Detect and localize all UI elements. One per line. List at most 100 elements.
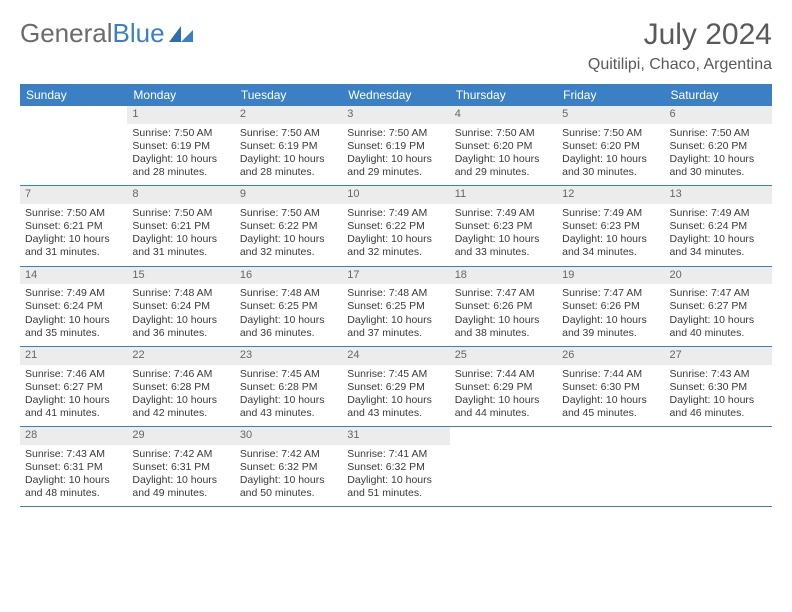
day-body: Sunrise: 7:48 AMSunset: 6:25 PMDaylight:… — [342, 284, 449, 346]
day-body: Sunrise: 7:48 AMSunset: 6:24 PMDaylight:… — [127, 284, 234, 346]
day-cell: 5Sunrise: 7:50 AMSunset: 6:20 PMDaylight… — [557, 106, 664, 185]
day-body: Sunrise: 7:50 AMSunset: 6:19 PMDaylight:… — [342, 124, 449, 186]
day-cell: 14Sunrise: 7:49 AMSunset: 6:24 PMDayligh… — [20, 267, 127, 346]
day-number: 10 — [342, 186, 449, 204]
day-number: 4 — [450, 106, 557, 124]
daylight-text: Daylight: 10 hours and 29 minutes. — [347, 153, 444, 179]
day-number: 1 — [127, 106, 234, 124]
week-row: 14Sunrise: 7:49 AMSunset: 6:24 PMDayligh… — [20, 267, 772, 347]
daylight-text: Daylight: 10 hours and 46 minutes. — [670, 394, 767, 420]
sunrise-text: Sunrise: 7:47 AM — [562, 287, 659, 300]
day-number: 14 — [20, 267, 127, 285]
sunrise-text: Sunrise: 7:41 AM — [347, 448, 444, 461]
sunset-text: Sunset: 6:31 PM — [132, 461, 229, 474]
title-block: July 2024 Quitilipi, Chaco, Argentina — [588, 18, 772, 74]
daylight-text: Daylight: 10 hours and 32 minutes. — [347, 233, 444, 259]
day-number: 8 — [127, 186, 234, 204]
sunset-text: Sunset: 6:19 PM — [347, 140, 444, 153]
day-cell: 26 Sunrise: 7:44 AMSunset: 6:30 PMDayligh… — [557, 347, 664, 426]
calendar: Sunday Monday Tuesday Wednesday Thursday… — [20, 84, 772, 507]
daylight-text: Daylight: 10 hours and 36 minutes. — [240, 314, 337, 340]
sunrise-text: Sunrise: 7:49 AM — [455, 207, 552, 220]
weeks-container: 1Sunrise: 7:50 AMSunset: 6:19 PMDaylight… — [20, 106, 772, 507]
day-body: Sunrise: 7:45 AMSunset: 6:28 PMDaylight:… — [235, 365, 342, 427]
sunset-text: Sunset: 6:27 PM — [670, 300, 767, 313]
daylight-text: Daylight: 10 hours and 51 minutes. — [347, 474, 444, 500]
sunset-text: Sunset: 6:30 PM — [670, 381, 767, 394]
sunset-text: Sunset: 6:30 PM — [562, 381, 659, 394]
day-body: Sunrise: 7:50 AMSunset: 6:21 PMDaylight:… — [20, 204, 127, 266]
sunrise-text: Sunrise: 7:48 AM — [240, 287, 337, 300]
day-cell: 12Sunrise: 7:49 AMSunset: 6:23 PMDayligh… — [557, 186, 664, 265]
daylight-text: Daylight: 10 hours and 45 minutes. — [562, 394, 659, 420]
day-number: 15 — [127, 267, 234, 285]
daylight-text: Daylight: 10 hours and 49 minutes. — [132, 474, 229, 500]
sunrise-text: Sunrise: 7:45 AM — [240, 368, 337, 381]
daylight-text: Daylight: 10 hours and 43 minutes. — [347, 394, 444, 420]
dow-sunday: Sunday — [20, 84, 127, 106]
day-body: Sunrise: 7:46 AMSunset: 6:28 PMDaylight:… — [127, 365, 234, 427]
daylight-text: Daylight: 10 hours and 30 minutes. — [670, 153, 767, 179]
sunset-text: Sunset: 6:26 PM — [562, 300, 659, 313]
sunset-text: Sunset: 6:28 PM — [132, 381, 229, 394]
day-body: Sunrise: 7:47 AMSunset: 6:26 PMDaylight:… — [557, 284, 664, 346]
day-number: 11 — [450, 186, 557, 204]
day-cell: 2Sunrise: 7:50 AMSunset: 6:19 PMDaylight… — [235, 106, 342, 185]
sunset-text: Sunset: 6:29 PM — [455, 381, 552, 394]
sunrise-text: Sunrise: 7:42 AM — [240, 448, 337, 461]
day-number: 18 — [450, 267, 557, 285]
day-number: 3 — [342, 106, 449, 124]
day-body: Sunrise: 7:50 AMSunset: 6:19 PMDaylight:… — [127, 124, 234, 186]
day-cell — [450, 427, 557, 506]
day-number: 31 — [342, 427, 449, 445]
day-cell: 18Sunrise: 7:47 AMSunset: 6:26 PMDayligh… — [450, 267, 557, 346]
sunset-text: Sunset: 6:19 PM — [132, 140, 229, 153]
day-number: 22 — [127, 347, 234, 365]
day-body: Sunrise: 7:43 AMSunset: 6:31 PMDaylight:… — [20, 445, 127, 507]
daylight-text: Daylight: 10 hours and 35 minutes. — [25, 314, 122, 340]
day-cell: 3Sunrise: 7:50 AMSunset: 6:19 PMDaylight… — [342, 106, 449, 185]
daylight-text: Daylight: 10 hours and 36 minutes. — [132, 314, 229, 340]
logo: GeneralBlue — [20, 18, 197, 49]
dow-monday: Monday — [127, 84, 234, 106]
week-row: 7Sunrise: 7:50 AMSunset: 6:21 PMDaylight… — [20, 186, 772, 266]
day-number: 30 — [235, 427, 342, 445]
day-cell: 30Sunrise: 7:42 AMSunset: 6:32 PMDayligh… — [235, 427, 342, 506]
sunset-text: Sunset: 6:22 PM — [240, 220, 337, 233]
logo-icon — [169, 24, 197, 44]
sunrise-text: Sunrise: 7:50 AM — [132, 127, 229, 140]
day-number: 16 — [235, 267, 342, 285]
sunrise-text: Sunrise: 7:44 AM — [455, 368, 552, 381]
daylight-text: Daylight: 10 hours and 40 minutes. — [670, 314, 767, 340]
daylight-text: Daylight: 10 hours and 41 minutes. — [25, 394, 122, 420]
daylight-text: Daylight: 10 hours and 39 minutes. — [562, 314, 659, 340]
day-body: Sunrise: 7:50 AMSunset: 6:20 PMDaylight:… — [665, 124, 772, 186]
day-cell: 11Sunrise: 7:49 AMSunset: 6:23 PMDayligh… — [450, 186, 557, 265]
day-number: 23 — [235, 347, 342, 365]
day-number: 13 — [665, 186, 772, 204]
day-cell: 15Sunrise: 7:48 AMSunset: 6:24 PMDayligh… — [127, 267, 234, 346]
sunrise-text: Sunrise: 7:47 AM — [670, 287, 767, 300]
day-body: Sunrise: 7:46 AMSunset: 6:27 PMDaylight:… — [20, 365, 127, 427]
daylight-text: Daylight: 10 hours and 42 minutes. — [132, 394, 229, 420]
sunrise-text: Sunrise: 7:42 AM — [132, 448, 229, 461]
day-cell: 22Sunrise: 7:46 AMSunset: 6:28 PMDayligh… — [127, 347, 234, 426]
day-number: 27 — [665, 347, 772, 365]
day-number: 28 — [20, 427, 127, 445]
day-cell — [20, 106, 127, 185]
day-cell: 7Sunrise: 7:50 AMSunset: 6:21 PMDaylight… — [20, 186, 127, 265]
day-cell: 8Sunrise: 7:50 AMSunset: 6:21 PMDaylight… — [127, 186, 234, 265]
sunrise-text: Sunrise: 7:44 AM — [562, 368, 659, 381]
day-number: 26 — [557, 347, 664, 365]
day-number: 6 — [665, 106, 772, 124]
daylight-text: Daylight: 10 hours and 34 minutes. — [670, 233, 767, 259]
day-cell: 20Sunrise: 7:47 AMSunset: 6:27 PMDayligh… — [665, 267, 772, 346]
sunset-text: Sunset: 6:26 PM — [455, 300, 552, 313]
sunset-text: Sunset: 6:27 PM — [25, 381, 122, 394]
day-cell: 24Sunrise: 7:45 AMSunset: 6:29 PMDayligh… — [342, 347, 449, 426]
sunrise-text: Sunrise: 7:48 AM — [132, 287, 229, 300]
daylight-text: Daylight: 10 hours and 29 minutes. — [455, 153, 552, 179]
day-number: 7 — [20, 186, 127, 204]
daylight-text: Daylight: 10 hours and 28 minutes. — [132, 153, 229, 179]
day-body: Sunrise: 7:49 AMSunset: 6:24 PMDaylight:… — [665, 204, 772, 266]
